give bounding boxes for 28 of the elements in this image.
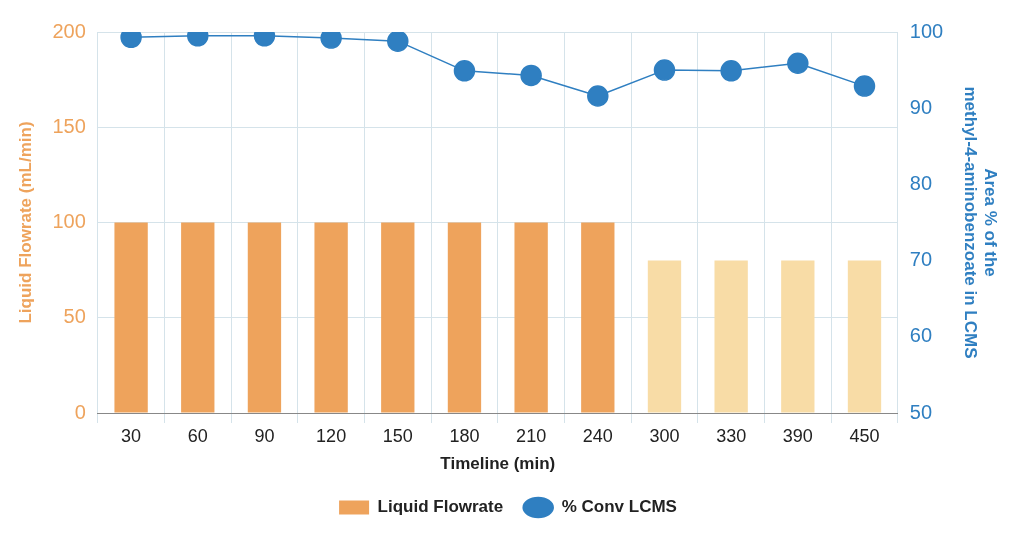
- y2-tick-label: 90: [909, 95, 933, 118]
- y-tick-label: 200: [52, 19, 86, 42]
- x-tick-label: 90: [254, 425, 275, 446]
- y2-tick-label: 60: [909, 324, 933, 347]
- x-tick-label: 150: [382, 425, 413, 446]
- y-tick-label: 150: [52, 114, 86, 137]
- x-tick-label: 390: [782, 425, 813, 446]
- x-tick-label: 330: [716, 425, 747, 446]
- y2-axis-title: Area % of the methyl-4-aminobenzoate in LCMS: [960, 86, 1001, 359]
- y2-tick-label: 80: [909, 171, 933, 194]
- x-tick-label: 60: [187, 425, 208, 446]
- y-tick-label: 100: [52, 210, 86, 233]
- y-axis-title: Liquid Flowrate (mL/min): [15, 121, 35, 324]
- y-tick-label: 50: [63, 305, 86, 328]
- legend-label: % Conv LCMS: [561, 497, 677, 517]
- y2-tick-label: 70: [909, 248, 933, 271]
- x-tick-label: 210: [516, 425, 547, 446]
- x-tick-label: 300: [649, 425, 680, 446]
- legend-label: Liquid Flowrate: [377, 497, 504, 517]
- x-tick-label: 30: [121, 425, 142, 446]
- x-tick-label: 120: [316, 425, 347, 446]
- y2-tick-label: 50: [909, 400, 933, 423]
- y2-tick-label: 100: [909, 19, 944, 42]
- y-tick-label: 0: [74, 400, 86, 423]
- x-tick-label: 240: [582, 425, 613, 446]
- x-tick-label: 180: [449, 425, 480, 446]
- x-axis-title: Timeline (min): [440, 454, 556, 474]
- x-tick-label: 450: [849, 425, 880, 446]
